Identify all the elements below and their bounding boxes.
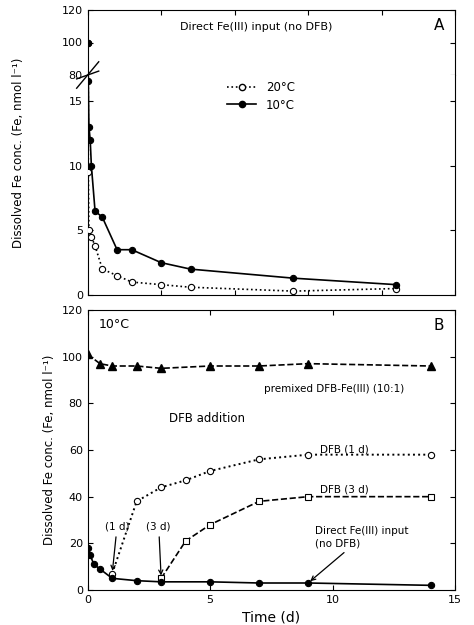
Text: premixed DFB-Fe(III) (10:1): premixed DFB-Fe(III) (10:1)	[264, 384, 404, 394]
Text: (1 d): (1 d)	[105, 521, 129, 569]
Y-axis label: Dissolved Fe conc. (Fe, nmol l⁻¹): Dissolved Fe conc. (Fe, nmol l⁻¹)	[43, 355, 56, 545]
Text: DFB (1 d): DFB (1 d)	[320, 445, 369, 455]
Text: DFB addition: DFB addition	[169, 412, 245, 425]
Text: (3 d): (3 d)	[146, 521, 171, 574]
Text: DFB (3 d): DFB (3 d)	[320, 484, 369, 494]
Text: Dissolved Fe conc. (Fe, nmol l⁻¹): Dissolved Fe conc. (Fe, nmol l⁻¹)	[12, 58, 26, 248]
Text: A: A	[434, 18, 444, 32]
Text: Direct Fe(III) input (no DFB): Direct Fe(III) input (no DFB)	[180, 22, 332, 32]
Legend: 20°C, 10°C: 20°C, 10°C	[227, 81, 295, 112]
Text: B: B	[434, 318, 444, 333]
Text: Direct Fe(III) input
(no DFB): Direct Fe(III) input (no DFB)	[311, 526, 409, 580]
X-axis label: Time (d): Time (d)	[242, 611, 301, 624]
Text: 10°C: 10°C	[99, 318, 130, 331]
